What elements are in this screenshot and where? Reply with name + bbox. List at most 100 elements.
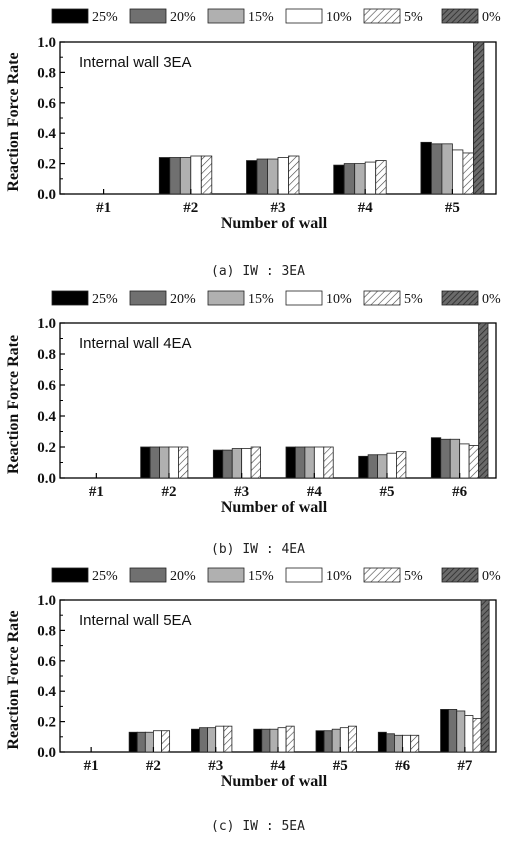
legend-a: 25% 20% 15% 10% 5% 0% xyxy=(51,8,501,25)
x-tick-label: #1 xyxy=(96,200,111,216)
y-tick-label: 0.6 xyxy=(37,96,56,112)
legend-swatch-1 xyxy=(129,567,167,583)
bar-wall4-10pct xyxy=(277,727,287,753)
bar-wall6-5pct xyxy=(468,445,479,479)
panel-c: 0.0 0.2 0.4 0.6 0.8 1.0 #1 #2 #3 #4 #5 #6 #7 Internal… xyxy=(5,593,497,790)
legend-swatch-4 xyxy=(363,8,401,24)
bar-wall3-20pct xyxy=(222,449,233,479)
bar-wall4-20pct xyxy=(261,728,271,753)
panel-annotation: Internal wall 3EA xyxy=(79,54,192,71)
bar-wall3-5pct xyxy=(288,155,300,195)
bar-wall5-5pct xyxy=(462,152,474,195)
x-tick-label: #5 xyxy=(380,484,395,500)
legend-swatch-1 xyxy=(129,290,167,306)
legend-swatch-5 xyxy=(441,567,479,583)
legend-label-0: 25% xyxy=(92,292,118,307)
bar-wall4-25pct xyxy=(333,164,345,195)
bar-wall5-10pct xyxy=(451,149,464,195)
bar-wall4-20pct xyxy=(295,446,306,479)
bar-wall3-25pct xyxy=(212,449,224,479)
legend-label-4: 5% xyxy=(404,292,423,307)
bar-wall3-15pct xyxy=(267,158,279,195)
y-tick-label: 0.0 xyxy=(37,187,56,203)
bar-wall4-25pct xyxy=(253,728,263,753)
bar-wall2-20pct xyxy=(169,157,181,195)
y-tick-label: 0.4 xyxy=(37,409,56,425)
bar-wall4-5pct xyxy=(323,446,334,479)
y-tick-label: 0.8 xyxy=(37,347,56,363)
bar-wall2-20pct xyxy=(136,731,146,753)
bar-wall2-25pct xyxy=(128,731,138,753)
bar-wall2-25pct xyxy=(140,446,151,479)
y-tick-label: 0.0 xyxy=(37,471,56,487)
caption-b: (b) IW : 4EA xyxy=(211,542,305,557)
bar-wall3-20pct xyxy=(199,727,209,753)
legend-label-2: 15% xyxy=(248,10,274,25)
bar-wall5-0pct xyxy=(472,41,485,195)
legend-c: 25% 20% 15% 10% 5% 0% xyxy=(51,567,501,584)
y-tick-label: 0.2 xyxy=(37,715,56,731)
bar-wall3-10pct xyxy=(215,725,225,753)
x-axis-label: Number of wall xyxy=(221,499,328,516)
bar-wall4-10pct xyxy=(313,446,325,479)
bar-wall3-20pct xyxy=(256,158,268,195)
x-tick-label: #1 xyxy=(84,758,99,774)
bar-wall2-5pct xyxy=(161,730,171,753)
bar-wall6-5pct xyxy=(410,734,420,753)
y-tick-label: 0.2 xyxy=(37,157,56,173)
legend-swatch-4 xyxy=(363,290,401,306)
y-tick-label: 0.8 xyxy=(37,65,56,81)
legend-label-3: 10% xyxy=(326,10,352,25)
x-tick-label: #2 xyxy=(162,484,177,500)
legend-swatch-1 xyxy=(129,8,167,24)
legend-label-5: 0% xyxy=(482,10,501,25)
bar-wall6-10pct xyxy=(459,443,470,479)
bar-wall3-10pct xyxy=(277,157,289,195)
bar-wall5-25pct xyxy=(358,455,369,479)
bar-wall5-5pct xyxy=(396,451,407,479)
y-tick-label: 1.0 xyxy=(37,316,56,332)
legend-label-3: 10% xyxy=(326,569,352,584)
bar-wall7-0pct xyxy=(480,599,490,753)
legend-swatch-0 xyxy=(51,567,89,583)
legend-swatch-0 xyxy=(51,8,89,24)
bar-wall6-0pct xyxy=(478,322,489,479)
bar-wall4-15pct xyxy=(269,728,279,753)
y-tick-label: 1.0 xyxy=(37,35,56,51)
bar-wall4-15pct xyxy=(354,163,366,195)
x-tick-label: #5 xyxy=(445,200,460,216)
y-tick-label: 0.6 xyxy=(37,654,56,670)
legend-label-4: 5% xyxy=(404,569,423,584)
panel-b: 0.0 0.2 0.4 0.6 0.8 1.0 #1 #2 #3 #4 #5 #6 Internal w… xyxy=(5,316,497,516)
legend-swatch-2 xyxy=(207,567,245,583)
y-tick-label: 0.6 xyxy=(37,378,56,394)
bar-wall6-25pct xyxy=(430,437,442,479)
legend-swatch-3 xyxy=(285,290,323,306)
bar-wall5-10pct xyxy=(386,452,397,479)
bar-wall5-20pct xyxy=(430,143,443,195)
bar-wall4-25pct xyxy=(285,446,296,479)
x-tick-label: #4 xyxy=(358,200,374,216)
legend-swatch-5 xyxy=(441,8,479,24)
bar-wall3-10pct xyxy=(241,448,252,479)
x-tick-label: #6 xyxy=(452,484,468,500)
bar-wall4-10pct xyxy=(364,161,377,195)
bar-wall2-5pct xyxy=(200,155,213,195)
y-tick-label: 0.8 xyxy=(37,623,56,639)
x-tick-label: #2 xyxy=(146,758,161,774)
bar-wall2-15pct xyxy=(179,157,192,195)
bar-wall5-25pct xyxy=(315,730,325,753)
legend-swatch-0 xyxy=(51,290,89,306)
bar-wall7-20pct xyxy=(448,709,458,753)
caption-c: (c) IW : 5EA xyxy=(211,819,305,834)
x-tick-label: #6 xyxy=(395,758,411,774)
legend-label-5: 0% xyxy=(482,569,501,584)
bar-wall2-15pct xyxy=(159,446,170,479)
panel-a: 0.0 0.2 0.4 0.6 0.8 1.0 #1 #2 #3 #4 #5 Internal wal… xyxy=(5,35,497,232)
legend-label-1: 20% xyxy=(170,10,196,25)
legend-swatch-3 xyxy=(285,8,323,24)
legend-label-1: 20% xyxy=(170,569,196,584)
legend-label-0: 25% xyxy=(92,569,118,584)
bar-wall4-20pct xyxy=(343,163,356,195)
bar-wall3-15pct xyxy=(207,727,217,753)
